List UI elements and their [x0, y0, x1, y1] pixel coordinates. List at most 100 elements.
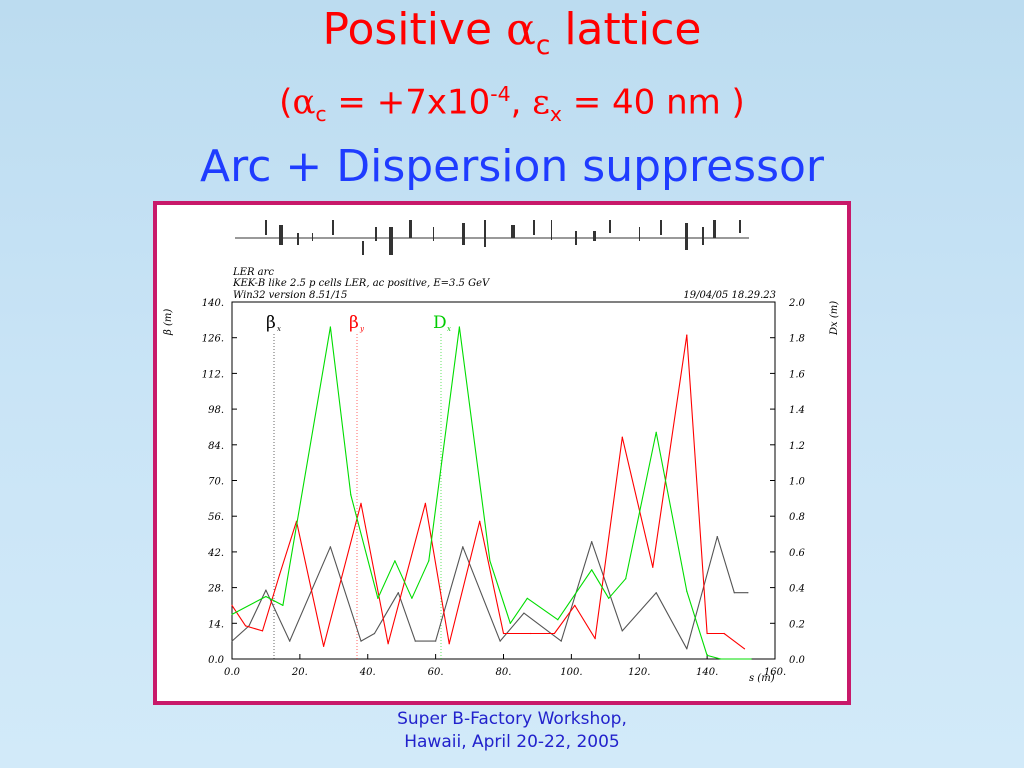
series-0-point-7 [397, 592, 399, 594]
y-right-tick-label-6: 1.2 [789, 441, 805, 452]
lattice-magnet-17 [609, 220, 611, 233]
lattice-magnet-10 [462, 223, 465, 245]
legend-item-1: β [349, 313, 359, 333]
slide-title: Positive αc lattice [0, 8, 1024, 59]
series-2-point-12 [526, 597, 528, 599]
series-0-point-0 [231, 640, 233, 642]
series-1-point-20 [723, 632, 725, 635]
y-right-tick-label-7: 1.4 [789, 405, 805, 416]
y-right-tick-label-4: 0.8 [789, 512, 805, 523]
lattice-magnet-11 [484, 220, 486, 247]
slide-subtitle: Arc + Dispersion suppressor [199, 141, 825, 192]
lattice-magnet-15 [575, 231, 577, 245]
series-1-point-14 [574, 604, 576, 606]
series-0-point-4 [329, 546, 331, 548]
lattice-magnet-21 [702, 227, 704, 245]
footer-line-2: Hawaii, April 20-22, 2005 [404, 732, 620, 752]
lattice-magnet-0 [265, 220, 267, 235]
y-right-tick-label-5: 1.0 [789, 477, 806, 488]
lattice-magnet-23 [739, 220, 741, 233]
lattice-magnet-19 [660, 220, 662, 235]
title-alpha-sub: c [535, 29, 551, 61]
series-1-point-5 [323, 645, 325, 647]
series-1-point-17 [652, 566, 654, 568]
series-0-point-1 [248, 625, 250, 627]
plot-area-border [231, 301, 776, 660]
title-alpha: α [506, 4, 536, 55]
series-2-point-15 [608, 597, 610, 599]
params-eq1: = +7x10 [326, 82, 491, 123]
series-1-point-21 [743, 648, 746, 650]
series-0-point-11 [499, 640, 501, 642]
series-2-point-3 [329, 326, 331, 328]
series-2-point-0 [231, 613, 233, 615]
lattice-magnet-18 [639, 227, 640, 241]
series-0-point-6 [373, 632, 376, 635]
y-right-tick-label-2: 0.4 [789, 584, 805, 595]
series-2-point-20 [720, 658, 722, 660]
title-prefix: Positive [322, 4, 507, 55]
x-tick-label-4: 80. [496, 667, 512, 678]
series-1-point-0 [231, 604, 233, 606]
series-0-point-8 [414, 640, 416, 642]
y-right-axis-label: Dx (m) [829, 301, 840, 336]
series-2-point-4 [350, 494, 352, 496]
series-0-point-17 [686, 648, 688, 650]
lattice-magnet-7 [389, 227, 393, 255]
series-1-point-3 [278, 574, 281, 576]
series-0-point-13 [560, 640, 562, 642]
series-line-1 [231, 334, 745, 650]
y-right-tick-label-3: 0.6 [789, 548, 806, 559]
x-tick-label-2: 40. [359, 667, 376, 678]
params-exp: -4 [490, 82, 511, 106]
series-2-point-5 [377, 597, 379, 599]
y-left-tick-label-3: 42. [207, 548, 224, 559]
series-0-point-3 [289, 640, 291, 642]
plot-header-line-2: KEK-B like 2.5 p cells LER, ac positive,… [232, 278, 491, 289]
lattice-magnet-12 [511, 225, 515, 238]
x-tick-label-5: 100. [560, 667, 582, 678]
lattice-magnet-4 [332, 220, 334, 235]
params-eps: ε [532, 82, 550, 123]
series-2-point-8 [428, 560, 430, 562]
y-left-tick-label-6: 84. [208, 441, 224, 452]
y-left-tick-label-8: 112. [202, 369, 224, 380]
series-2-point-18 [686, 590, 688, 592]
series-line-0 [231, 536, 748, 650]
series-1-point-1 [245, 625, 247, 627]
series-2-point-13 [557, 619, 559, 621]
params-eps-sub: x [549, 102, 562, 127]
series-2-point-2 [282, 604, 284, 606]
series-2-point-19 [706, 654, 708, 656]
series-0-point-20 [747, 592, 749, 594]
series-1-point-10 [479, 520, 481, 522]
y-left-tick-label-9: 126. [202, 334, 224, 345]
x-tick-label-8: 160. [764, 667, 786, 678]
series-2-point-11 [509, 622, 511, 624]
lattice-magnet-1 [279, 225, 283, 245]
series-0-point-9 [435, 640, 437, 642]
lattice-magnet-2 [297, 233, 299, 245]
y-right-tick-label-0: 0.0 [789, 655, 806, 666]
lattice-magnet-16 [593, 231, 596, 241]
lattice-magnet-20 [685, 223, 688, 250]
x-tick-label-3: 60. [428, 667, 444, 678]
lattice-magnet-9 [433, 227, 434, 241]
series-0-point-10 [462, 546, 464, 548]
lattice-magnet-5 [362, 241, 364, 255]
series-0-point-16 [655, 592, 657, 594]
series-1-point-6 [360, 502, 362, 504]
x-tick-label-0: 0.0 [224, 667, 241, 678]
series-1-point-8 [424, 502, 426, 504]
series-0-point-14 [591, 541, 593, 543]
legend-item-0: β [266, 313, 276, 333]
x-tick-label-7: 140. [696, 667, 718, 678]
series-1-point-18 [686, 334, 688, 336]
x-tick-label-6: 120. [628, 667, 650, 678]
params-alpha: α [292, 82, 316, 123]
y-left-axis-label: β (m) [163, 309, 174, 336]
series-1-point-9 [448, 643, 450, 645]
series-1-point-19 [706, 632, 708, 635]
lattice-magnet-14 [551, 220, 552, 240]
